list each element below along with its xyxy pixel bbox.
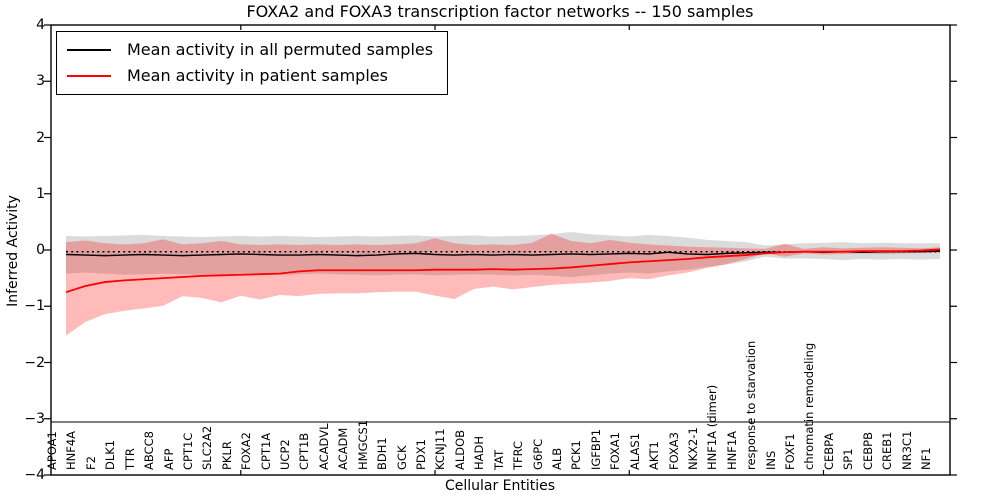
x-tick-label: TAT: [491, 449, 506, 470]
x-tick-label: F2: [83, 456, 98, 470]
x-tick-label: TTR: [122, 448, 137, 470]
x-tick-label: HMGCS1: [355, 419, 370, 470]
legend-label-patient: Mean activity in patient samples: [127, 66, 388, 85]
legend-label-permuted: Mean activity in all permuted samples: [127, 40, 434, 59]
x-tick-label: INS: [763, 450, 778, 470]
x-tick-label: DLK1: [103, 439, 118, 470]
x-tick-label: response to starvation: [744, 340, 759, 470]
x-tick-label: FOXA2: [239, 432, 254, 470]
x-tick-label: UCP2: [278, 439, 293, 470]
x-tick-label: IGFBP1: [588, 428, 603, 470]
x-tick-label: NR3C1: [899, 430, 914, 470]
y-tick-label: 1: [36, 185, 45, 202]
y-tick-label: 0: [36, 242, 45, 258]
x-tick-label: G6PC: [530, 438, 545, 470]
x-tick-label: PCK1: [569, 440, 584, 470]
patient-std-band: [66, 233, 940, 336]
x-tick-label: CEBPB: [860, 431, 875, 470]
y-tick-label: −4: [24, 467, 45, 483]
x-tick-label: FOXA1: [608, 432, 623, 470]
legend-line-sample-permuted: [67, 48, 111, 51]
x-tick-label: CPT1B: [297, 432, 312, 470]
y-tick-label: 4: [36, 17, 45, 33]
x-tick-label: PDX1: [414, 439, 429, 470]
x-tick-label: SP1: [841, 448, 856, 470]
x-tick-label: SLC2A2: [200, 425, 215, 470]
y-tick-label: −1: [24, 298, 45, 315]
y-tick-label: −2: [24, 354, 45, 371]
x-tick-label: NKX2-1: [685, 427, 700, 470]
x-tick-label: AFP: [161, 448, 176, 470]
x-tick-label: ALAS1: [627, 432, 642, 470]
x-axis-label: Cellular Entities: [444, 478, 556, 494]
x-tick-label: AKT1: [647, 441, 662, 470]
x-tick-label: CPT1A: [258, 432, 273, 470]
legend-row-patient: Mean activity in patient samples: [67, 66, 433, 85]
chart-title: FOXA2 and FOXA3 transcription factor net…: [246, 2, 754, 21]
x-tick-label: CPT1C: [180, 432, 195, 470]
x-tick-label: TFRC: [511, 440, 526, 470]
x-tick-label: ACADVL: [316, 423, 331, 471]
x-tick-label: BDH1: [375, 437, 390, 470]
x-tick-label: ALB: [549, 447, 564, 470]
y-tick-label: 3: [36, 73, 45, 90]
x-tick-label: CEBPA: [821, 432, 836, 470]
x-tick-label: chromatin remodeling: [802, 342, 817, 470]
y-tick-label: −3: [24, 410, 45, 427]
x-tick-label: PKLR: [219, 441, 234, 470]
x-tick-label: HADH: [472, 435, 487, 470]
x-tick-label: ALDOB: [452, 429, 467, 470]
x-tick-label: ACADM: [336, 427, 351, 470]
x-tick-label: NF1: [919, 447, 933, 470]
patient-mean-line: [65, 248, 941, 294]
legend-row-permuted: Mean activity in all permuted samples: [67, 40, 433, 59]
legend: Mean activity in all permuted samples Me…: [56, 31, 449, 95]
x-tick-label: ABCC8: [142, 431, 157, 470]
x-tick-label: HNF4A: [64, 430, 79, 470]
x-tick-label: KCNJ11: [433, 428, 448, 470]
x-tick-label: APOA1: [45, 431, 59, 470]
x-tick-label: CREB1: [880, 431, 895, 471]
x-tick-label: HNF1A (dimer): [705, 384, 720, 470]
x-tick-label: FOXA3: [666, 432, 681, 470]
x-tick-label: HNF1A: [724, 430, 739, 470]
y-tick-label: 2: [36, 129, 45, 146]
legend-line-sample-patient: [67, 74, 111, 77]
x-tick-label: GCK: [394, 445, 409, 470]
x-tick-label: FOXF1: [783, 433, 798, 470]
